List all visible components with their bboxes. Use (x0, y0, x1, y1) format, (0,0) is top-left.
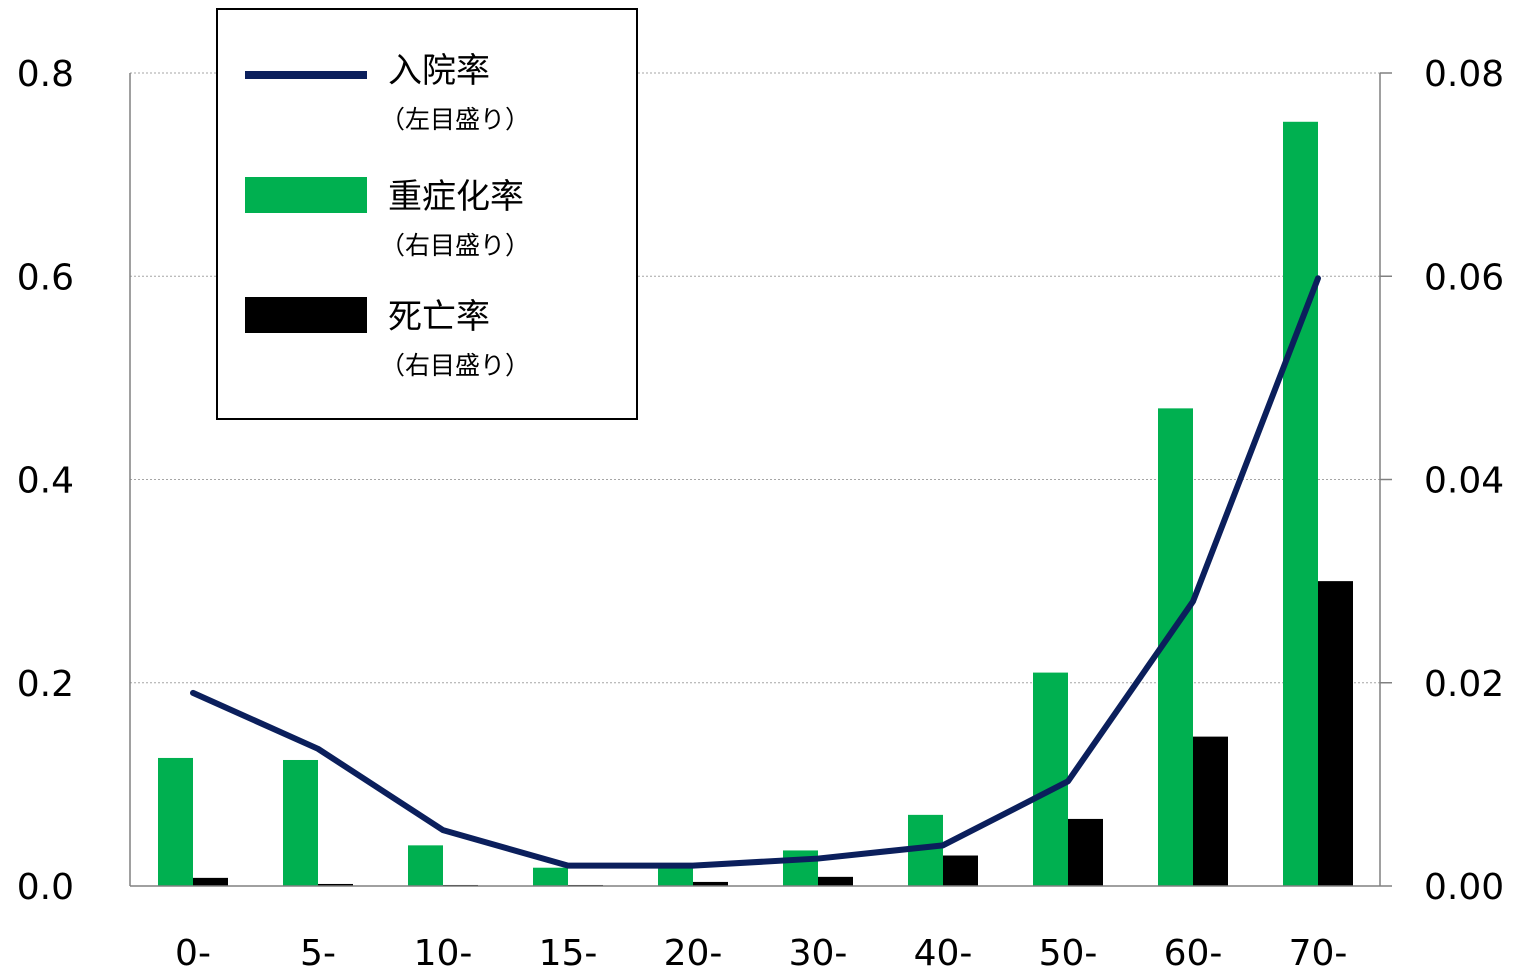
bar-severity (283, 759, 318, 886)
legend-swatch-bar (245, 297, 367, 333)
legend-label: 入院率 (388, 51, 490, 91)
x-tick-label: 70- (1289, 933, 1348, 974)
x-tick-label: 30- (789, 933, 848, 974)
bar-severity (158, 757, 193, 886)
bar-severity (408, 845, 443, 886)
x-axis-ticks: 0- 5- 10- 15- 20- 30- 40- 50- 60- 70- (175, 933, 1347, 974)
x-tick-label: 10- (414, 933, 473, 974)
right-tick-label: 0.00 (1424, 867, 1504, 908)
bar-death (943, 855, 978, 886)
bar-death (693, 881, 728, 886)
legend-note: （左目盛り） (380, 105, 530, 134)
bar-severity (533, 867, 568, 886)
legend-swatch-bar (245, 177, 367, 213)
x-tick-label: 20- (664, 933, 723, 974)
x-tick-label: 15- (539, 933, 598, 974)
legend-label: 死亡率 (388, 297, 490, 337)
legend-note: （右目盛り） (380, 351, 530, 380)
left-tick-label: 0.0 (17, 867, 74, 908)
right-tick-label: 0.08 (1424, 54, 1504, 95)
bar-severity (783, 850, 818, 886)
bar-severity (658, 864, 693, 886)
left-tick-label: 0.2 (17, 664, 74, 705)
bar-death (193, 877, 228, 886)
right-axis-ticks: 0.00 0.02 0.04 0.06 0.08 (1380, 54, 1504, 908)
line-series (190, 275, 1321, 869)
legend: 入院率 （左目盛り） 重症化率 （右目盛り） 死亡率 （右目盛り） (216, 8, 638, 420)
x-tick-label: 0- (175, 933, 211, 974)
bar-marks (158, 121, 1353, 886)
left-tick-label: 0.8 (17, 54, 74, 95)
line-hospitalization (190, 275, 1321, 869)
legend-label: 重症化率 (388, 177, 524, 217)
x-tick-label: 40- (914, 933, 973, 974)
bar-death (1068, 818, 1103, 886)
right-tick-label: 0.06 (1424, 257, 1504, 298)
bar-death (1193, 736, 1228, 886)
bar-death (318, 883, 353, 886)
left-axis-ticks: 0.0 0.2 0.4 0.6 0.8 (17, 54, 74, 908)
left-tick-label: 0.4 (17, 461, 74, 502)
right-tick-label: 0.04 (1424, 461, 1504, 502)
left-tick-label: 0.6 (17, 257, 74, 298)
legend-note: （右目盛り） (380, 231, 530, 260)
bar-severity (1283, 121, 1318, 886)
x-tick-label: 5- (300, 933, 336, 974)
right-tick-label: 0.02 (1424, 664, 1504, 705)
bar-death (818, 876, 853, 886)
x-tick-label: 50- (1039, 933, 1098, 974)
bar-death (1318, 581, 1353, 886)
x-tick-label: 60- (1164, 933, 1223, 974)
bar-severity (1033, 672, 1068, 886)
